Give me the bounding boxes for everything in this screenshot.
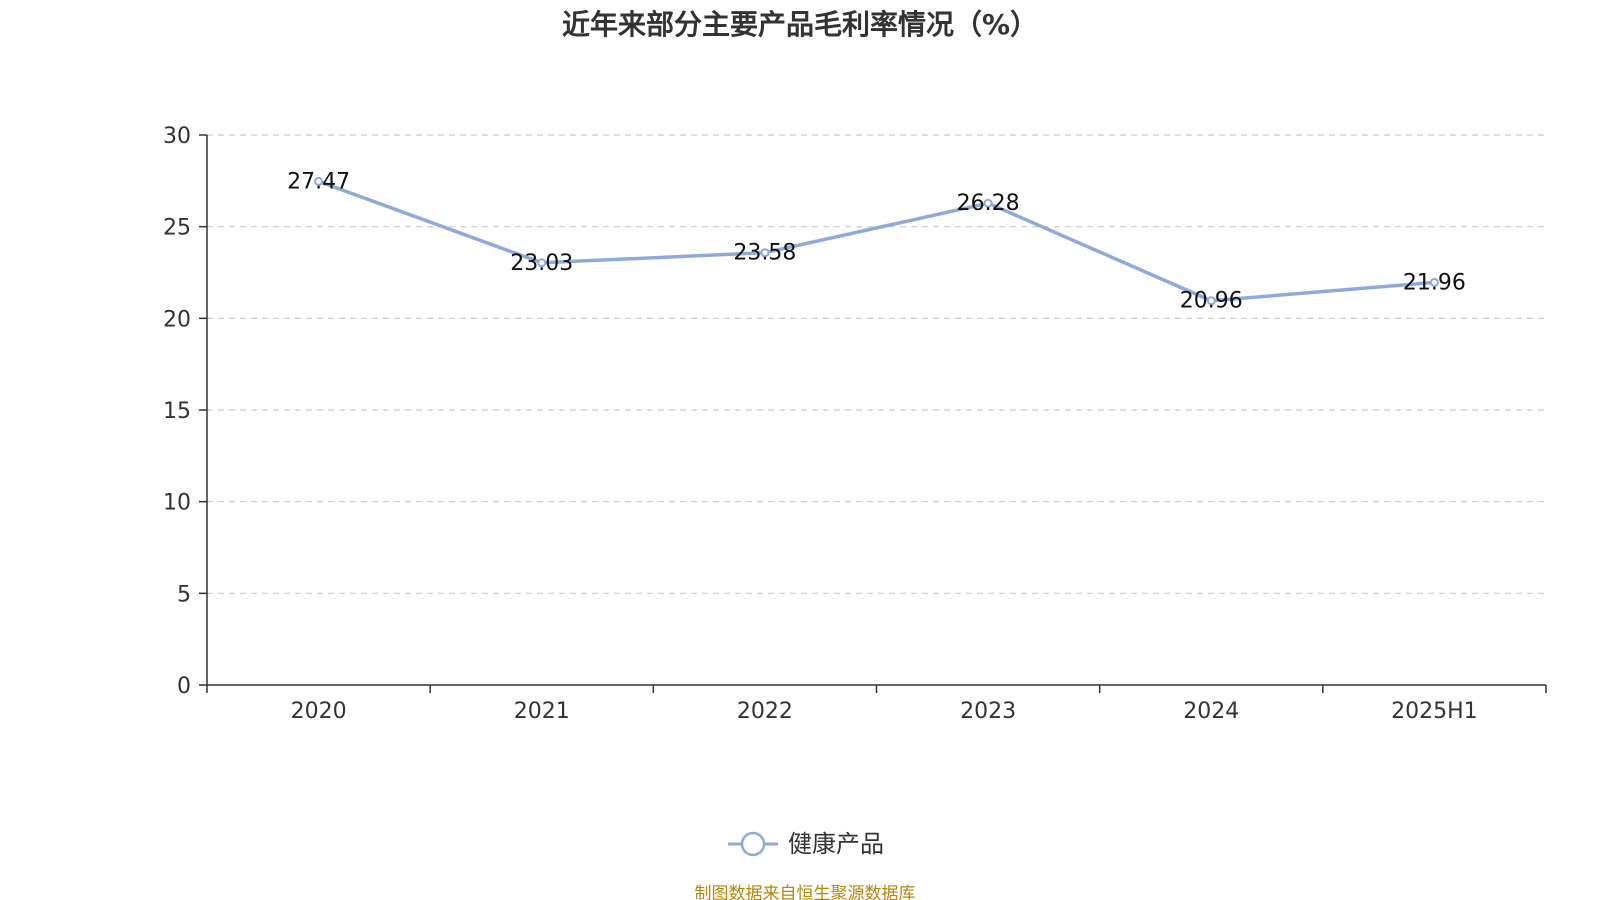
chart-title: 近年来部分主要产品毛利率情况（%） <box>562 8 1038 41</box>
data-label: 23.58 <box>733 241 796 266</box>
y-tick-label: 25 <box>163 216 191 241</box>
y-tick-label: 30 <box>163 124 191 149</box>
x-tick-label: 2022 <box>737 699 793 724</box>
data-label: 26.28 <box>957 191 1020 216</box>
y-tick-label: 15 <box>163 399 191 424</box>
legend-label: 健康产品 <box>788 830 884 858</box>
series-line <box>317 179 1435 303</box>
data-label: 23.03 <box>510 251 573 276</box>
series-layer <box>314 176 1439 306</box>
y-tick-label: 20 <box>163 307 191 332</box>
y-tick-label: 10 <box>163 491 191 516</box>
x-tick-label: 2021 <box>514 699 570 724</box>
x-axis-ticks: 2020 2021 2022 2023 2024 2025H1 <box>206 685 1547 724</box>
data-point <box>760 248 770 258</box>
y-tick-label: 0 <box>177 674 191 699</box>
data-label: 21.96 <box>1403 270 1466 295</box>
legend-marker-icon <box>740 831 766 857</box>
x-tick-label: 2024 <box>1183 699 1239 724</box>
data-point <box>314 176 324 186</box>
x-tick-label: 2025H1 <box>1391 699 1478 724</box>
data-point <box>1429 277 1439 287</box>
x-tick-label: 2023 <box>960 699 1016 724</box>
data-labels: 27.47 23.03 23.58 26.28 20.96 21.96 <box>287 169 1466 313</box>
data-point <box>1206 296 1216 306</box>
data-point <box>537 258 547 268</box>
y-tick-label: 5 <box>177 582 191 607</box>
legend[interactable]: 健康产品 <box>728 830 884 858</box>
y-axis-ticks: 0 5 10 15 20 25 30 <box>163 124 207 699</box>
data-point <box>983 198 993 208</box>
source-note: 制图数据来自恒生聚源数据库 <box>695 884 916 900</box>
data-label: 20.96 <box>1180 289 1243 314</box>
data-label: 27.47 <box>287 169 350 194</box>
x-tick-label: 2020 <box>291 699 347 724</box>
grid-lines <box>207 134 1546 594</box>
